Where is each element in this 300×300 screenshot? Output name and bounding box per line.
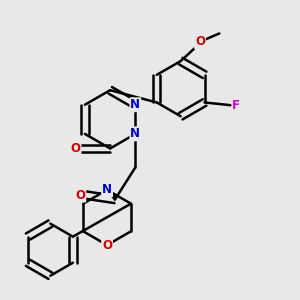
Text: O: O xyxy=(195,35,205,48)
Text: F: F xyxy=(232,99,240,112)
Text: O: O xyxy=(70,142,80,155)
Text: N: N xyxy=(130,98,140,111)
Text: O: O xyxy=(75,189,85,202)
Text: N: N xyxy=(130,128,140,140)
Text: N: N xyxy=(102,183,112,196)
Text: O: O xyxy=(102,238,112,252)
